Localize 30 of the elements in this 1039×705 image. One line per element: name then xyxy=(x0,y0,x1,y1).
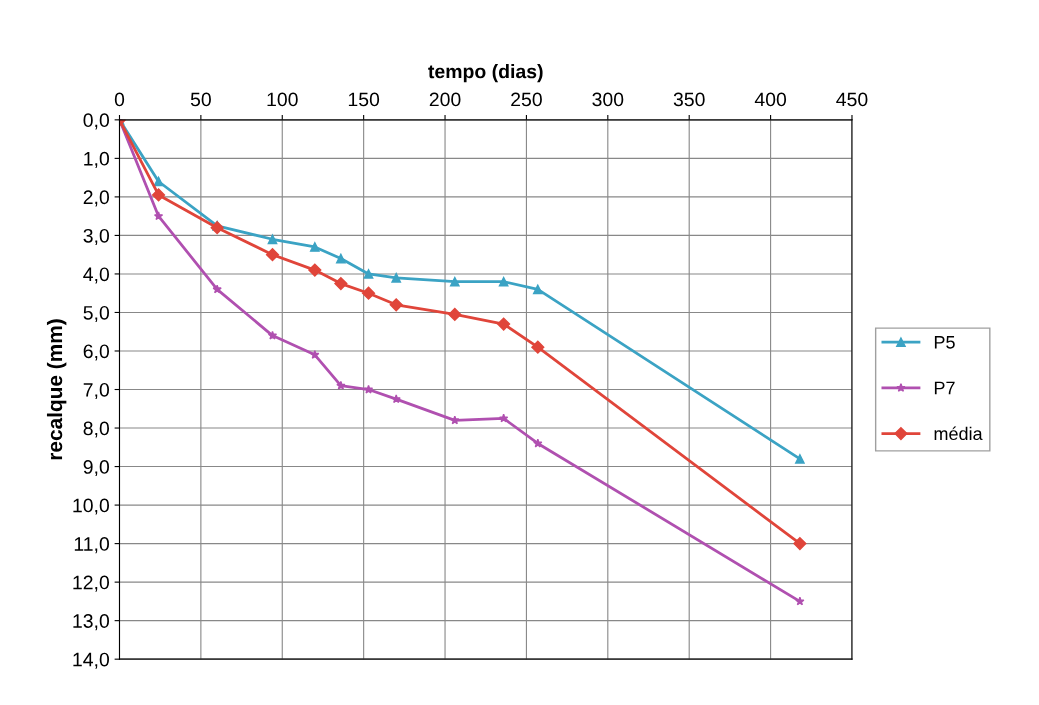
y-tick-label: 5,0 xyxy=(83,305,109,322)
legend-label: P7 xyxy=(934,381,955,395)
x-axis-title: tempo (dias) xyxy=(428,64,543,83)
y-tick-label: 7,0 xyxy=(83,382,109,400)
y-tick-label: 8,0 xyxy=(83,421,109,438)
y-tick-label: 3,0 xyxy=(83,228,109,245)
y-axis-title: recalque (mm) xyxy=(46,319,67,460)
x-tick-label: 350 xyxy=(673,92,705,107)
legend-label: média xyxy=(934,426,983,441)
y-tick-label: 10,0 xyxy=(73,498,110,515)
x-tick-label: 400 xyxy=(754,92,787,107)
y-tick-label: 12,0 xyxy=(73,575,110,592)
y-tick-label: 6,0 xyxy=(83,344,109,361)
y-tick-label: 1,0 xyxy=(84,151,109,168)
x-tick-label: 250 xyxy=(511,92,542,107)
y-tick-label: 2,0 xyxy=(83,190,109,207)
x-tick-label: 150 xyxy=(348,92,380,107)
x-tick-label: 100 xyxy=(267,92,298,107)
x-tick-label: 0 xyxy=(114,92,125,107)
x-tick-label: 200 xyxy=(429,92,461,107)
x-tick-label: 50 xyxy=(190,92,211,107)
y-tick-label: 11,0 xyxy=(74,537,110,554)
y-tick-label: 9,0 xyxy=(83,460,109,477)
y-tick-label: 14,0 xyxy=(73,652,110,669)
x-tick-label: 300 xyxy=(592,92,624,107)
y-tick-label: 13,0 xyxy=(73,614,110,631)
legend-label: P5 xyxy=(934,336,955,349)
y-tick-label: 4,0 xyxy=(83,267,109,284)
y-tick-label: 0,0 xyxy=(83,113,109,130)
x-tick-label: 450 xyxy=(836,92,868,107)
